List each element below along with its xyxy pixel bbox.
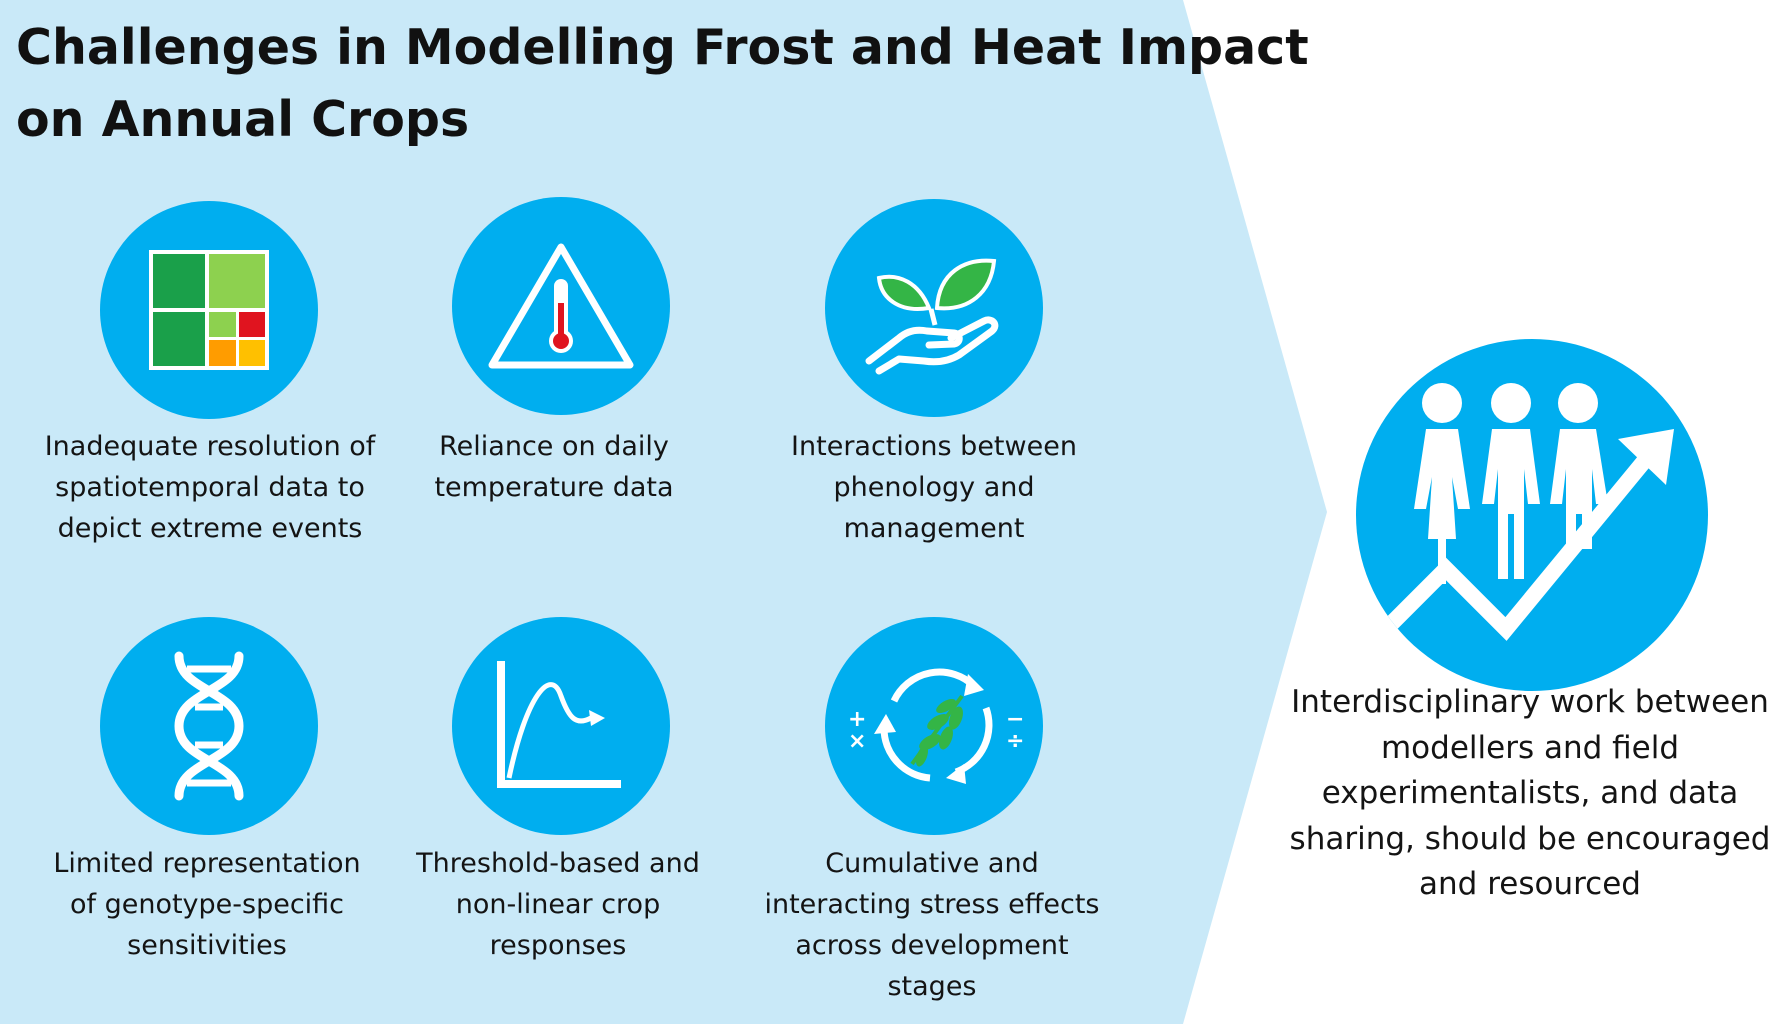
svg-text:÷: ÷ — [1006, 729, 1024, 754]
challenge-3-circle — [825, 199, 1043, 417]
challenge-6-caption: Cumulative and interacting stress effect… — [764, 848, 1100, 1002]
challenge-2-circle — [452, 197, 670, 415]
challenge-2-caption: Reliance on daily temperature data — [434, 431, 674, 503]
svg-text:+: + — [848, 707, 866, 732]
dna-icon — [174, 651, 244, 801]
people-growth-icon — [1356, 383, 1674, 671]
page-title: Challenges in Modelling Frost and Heat I… — [16, 12, 1309, 156]
thermometer-warning-icon — [488, 243, 634, 369]
hand-seedling-icon — [865, 258, 999, 375]
cycle-arrows-plant-icon: + × − ÷ — [848, 668, 1024, 784]
title-line-2: on Annual Crops — [16, 91, 470, 148]
svg-text:×: × — [848, 729, 866, 754]
challenge-6-circle: + × − ÷ — [825, 617, 1043, 835]
challenge-5-circle — [452, 617, 670, 835]
challenge-5-caption: Threshold-based and non-linear crop resp… — [416, 848, 700, 961]
threshold-curve-icon — [497, 661, 621, 788]
challenge-3-caption: Interactions between phenology and manag… — [791, 431, 1077, 544]
challenge-1-caption: Inadequate resolution of spatiotemporal … — [44, 431, 376, 544]
challenge-1-circle — [100, 201, 318, 419]
challenge-4-caption: Limited representation of genotype-speci… — [53, 848, 361, 961]
outcome-caption: Interdisciplinary work between modellers… — [1289, 684, 1771, 902]
svg-text:−: − — [1006, 707, 1024, 732]
grid-map-icon — [149, 250, 269, 370]
challenge-4-circle — [100, 617, 318, 835]
outcome-circle — [1356, 339, 1708, 691]
title-line-1: Challenges in Modelling Frost and Heat I… — [16, 19, 1309, 76]
